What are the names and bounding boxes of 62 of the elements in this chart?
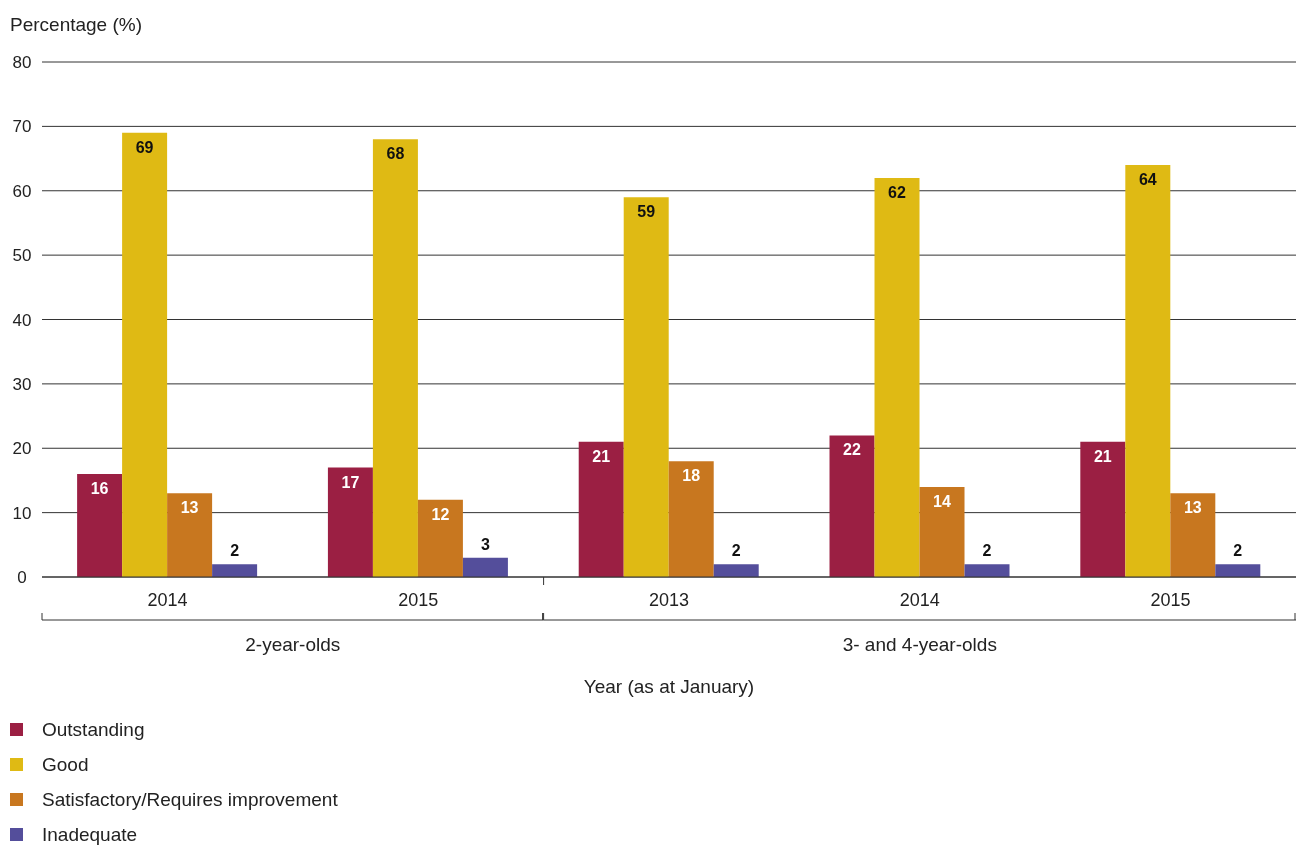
bar [829, 435, 875, 577]
data-label: 62 [888, 183, 907, 201]
data-label: 21 [1093, 447, 1112, 465]
legend-label: Inadequate [42, 823, 138, 846]
data-label: 21 [592, 447, 611, 465]
bar [1215, 564, 1261, 577]
text: 2-year-olds [245, 634, 341, 655]
bar [964, 564, 1010, 577]
x-tick-label: 2015 [398, 589, 439, 610]
bar [77, 474, 123, 577]
legend-label: Outstanding [42, 718, 145, 741]
bar [578, 441, 624, 577]
data-label: 18 [682, 467, 701, 485]
bar [668, 461, 714, 577]
y-tick-label: 10 [12, 503, 32, 523]
y-tick-label: 40 [12, 310, 32, 330]
data-label: 22 [843, 441, 862, 459]
bar [417, 499, 463, 577]
bar [1125, 165, 1171, 577]
y-tick-label: 70 [12, 117, 32, 137]
data-label: 2 [230, 542, 240, 560]
data-label: 64 [1138, 171, 1157, 188]
legend-label: Satisfactory/Requires improvement [42, 788, 338, 811]
x-axis-title: Year (as at January) [583, 676, 755, 697]
y-tick-label: 20 [12, 439, 32, 459]
y-axis-title: Percentage (%) [10, 14, 143, 36]
data-label: 59 [637, 203, 656, 221]
x-tick-label: 2013 [648, 589, 690, 610]
bar [372, 139, 418, 577]
data-label: 13 [180, 499, 199, 517]
bar [122, 132, 168, 577]
y-tick-label: 0 [17, 568, 27, 588]
bar [1170, 493, 1216, 577]
x-tick-label: 2014 [899, 589, 940, 610]
legend-label: Good [42, 753, 89, 776]
data-label: 13 [1183, 499, 1202, 517]
bar [462, 557, 508, 577]
data-label: 14 [933, 492, 952, 510]
data-label: 12 [431, 505, 450, 523]
x-tick-label: 2015 [1150, 589, 1191, 610]
text: 3- and 4-year-olds [842, 634, 997, 655]
bar [167, 493, 213, 577]
data-label: 2 [1233, 542, 1243, 560]
bar [1080, 441, 1126, 577]
data-label: 2 [982, 542, 992, 560]
data-label: 16 [90, 480, 109, 497]
bar [874, 177, 920, 577]
x-tick-label: 2014 [147, 589, 188, 610]
bar [713, 564, 759, 577]
data-label: 17 [341, 473, 360, 491]
data-label: 68 [386, 145, 405, 163]
y-tick-label: 30 [12, 374, 32, 394]
data-label: 69 [135, 138, 154, 156]
y-tick-label: 80 [12, 53, 32, 73]
data-label: 3 [480, 535, 490, 553]
bar [623, 197, 669, 577]
bar [212, 564, 258, 577]
y-tick-label: 60 [12, 181, 32, 201]
y-tick-label: 50 [12, 246, 32, 266]
bar [919, 486, 965, 577]
data-label: 2 [731, 542, 741, 560]
bar [327, 467, 373, 577]
